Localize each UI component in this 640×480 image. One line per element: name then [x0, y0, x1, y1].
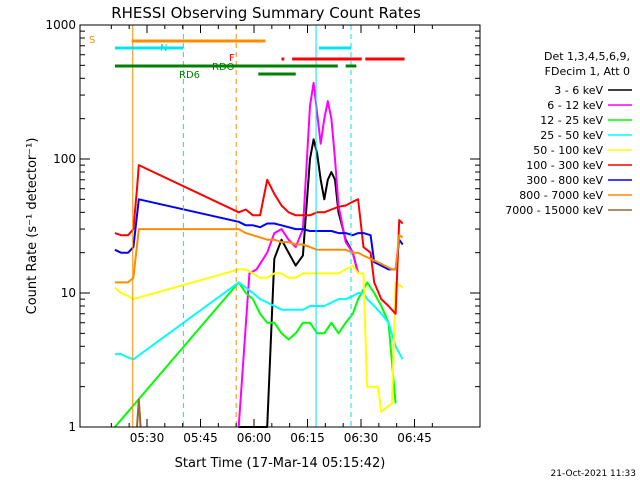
flag-label: RDO [212, 62, 235, 73]
chart-title: RHESSI Observing Summary Count Rates [111, 4, 421, 22]
legend-label: 12 - 25 keV [540, 114, 603, 127]
y-tick-label: 1 [68, 420, 76, 434]
axes-layer: 05:30 05:45 06:00 06:15 06:30 06:45 1 10 100 1000 [45, 18, 480, 445]
series-layer [114, 81, 404, 428]
series-line [114, 164, 404, 315]
x-tick-label: 05:30 [130, 431, 165, 445]
flag-label: RD6 [179, 70, 200, 81]
legend-label: 300 - 800 keV [526, 174, 603, 187]
legend-label: 6 - 12 keV [547, 99, 603, 112]
series-line [114, 281, 404, 361]
flag-label: S [89, 35, 95, 46]
x-tick-label: 06:00 [237, 431, 272, 445]
x-tick-label: 06:30 [344, 431, 379, 445]
legend-label: 800 - 7000 keV [519, 189, 603, 202]
legend-header-1: Det 1,3,4,5,6,9, [544, 50, 630, 63]
plot-frame [79, 24, 481, 428]
legend-label: 100 - 300 keV [526, 159, 603, 172]
y-axis-label: Count Rate (s⁻¹ detector⁻¹) [25, 138, 40, 315]
legend-label: 50 - 100 keV [533, 144, 603, 157]
series-line [114, 281, 397, 428]
series-line [114, 264, 404, 413]
y-tick-label: 1000 [45, 18, 76, 32]
x-tick-label: 06:45 [397, 431, 432, 445]
flag-label: N [160, 43, 167, 54]
vline-layer [132, 25, 352, 427]
series-line [114, 198, 404, 271]
flag-label: F [229, 53, 235, 64]
y-tick-label: 100 [53, 152, 76, 166]
legend: 3 - 6 keV 6 - 12 keV 12 - 25 keV 25 - 50 ke… [505, 84, 632, 217]
x-tick-label: 05:45 [183, 431, 218, 445]
series-line [114, 228, 404, 284]
series-line [136, 398, 142, 428]
series-line [237, 81, 360, 428]
legend-label: 7000 - 15000 keV [505, 204, 603, 217]
y-tick-label: 10 [61, 286, 76, 300]
legend-header-2: FDecim 1, Att 0 [545, 65, 630, 78]
footer-date: 21-Oct-2021 11:33 [551, 469, 636, 479]
legend-label: 3 - 6 keV [554, 84, 603, 97]
flag-layer: S N RDO RD6 F [89, 35, 405, 81]
x-axis-label: Start Time (17-Mar-14 05:15:42) [175, 456, 386, 471]
series-line [238, 138, 360, 428]
legend-label: 25 - 50 keV [540, 129, 603, 142]
x-tick-label: 06:15 [290, 431, 325, 445]
